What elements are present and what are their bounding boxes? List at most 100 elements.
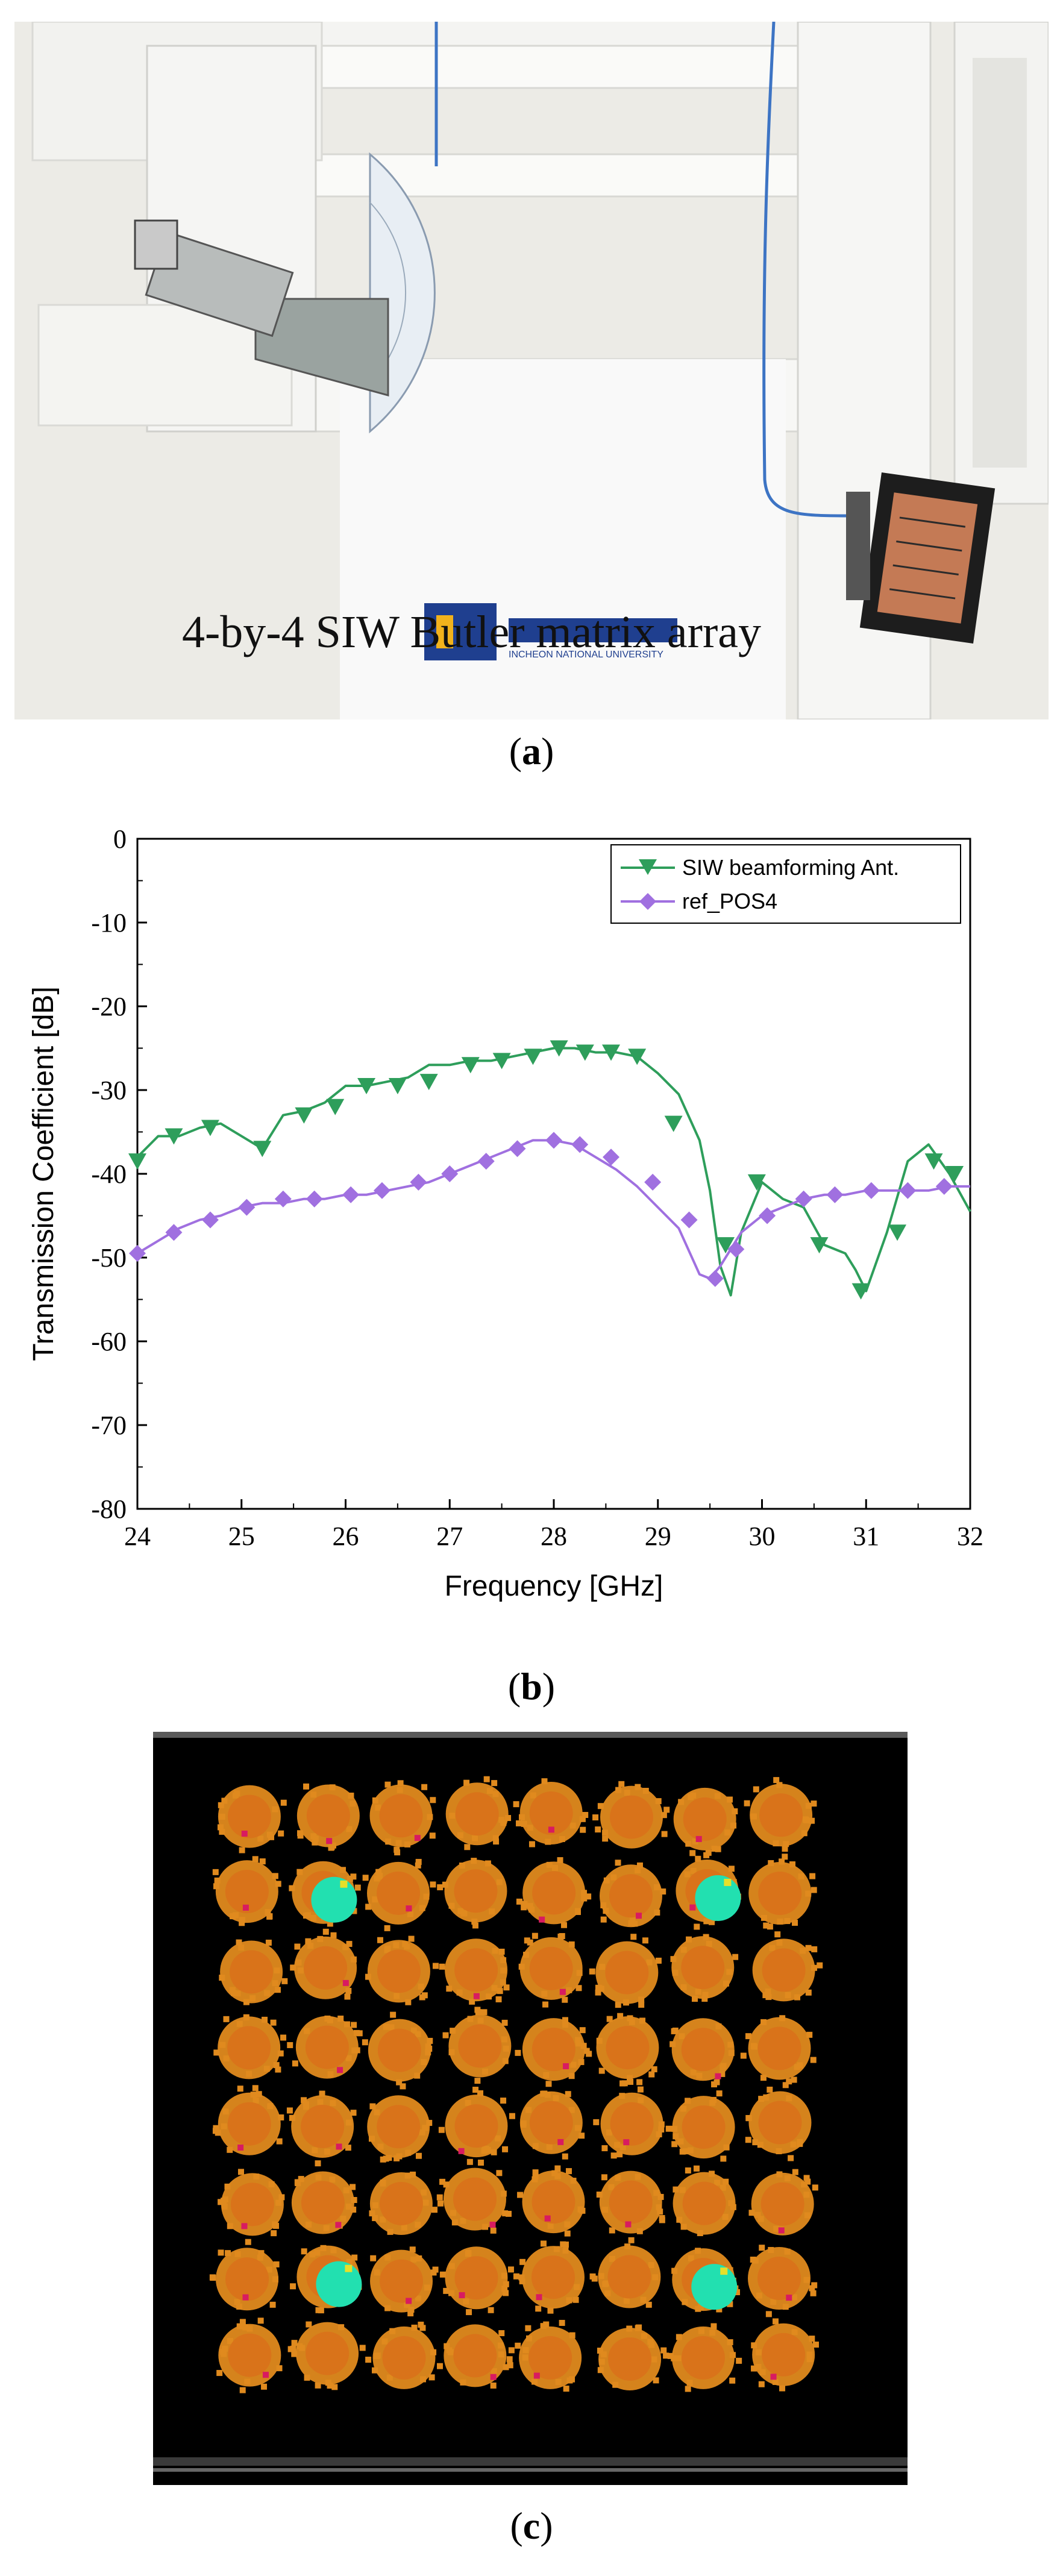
radiation-spot <box>436 2160 512 2234</box>
radiation-spot <box>671 2248 741 2313</box>
series-marker-ref <box>795 1190 812 1208</box>
x-tick-label: 27 <box>436 1521 463 1551</box>
radiation-spot <box>513 2240 585 2314</box>
radiation-spot <box>596 2170 665 2234</box>
radiation-spot <box>217 1785 287 1854</box>
radiation-spot <box>367 2095 433 2163</box>
series-marker-ref <box>477 1153 495 1170</box>
series-marker-ref <box>201 1211 219 1229</box>
series-marker-ref <box>862 1182 880 1199</box>
radiation-spot <box>669 2018 735 2088</box>
radiation-spot <box>673 1787 738 1857</box>
radiation-spot <box>515 2319 582 2392</box>
legend-box <box>610 844 961 924</box>
series-marker-ref <box>545 1132 562 1149</box>
legend-label-ref: ref_POS4 <box>682 889 777 914</box>
radiation-spot <box>216 2317 283 2393</box>
series-marker-siw <box>165 1128 183 1145</box>
radiation-spot <box>444 2324 515 2389</box>
radiation-spot <box>596 2013 659 2087</box>
radiation-spot <box>212 2085 284 2155</box>
series-marker-ref <box>644 1173 662 1191</box>
radiation-spot <box>362 2011 433 2090</box>
peak-spot <box>695 1875 741 1921</box>
series-group <box>128 1040 971 1300</box>
legend-marker-ref <box>639 893 656 910</box>
y-tick-label: -70 <box>91 1411 127 1440</box>
radiation-spot <box>663 2323 742 2392</box>
radiation-spot <box>218 2169 285 2237</box>
series-marker-ref <box>759 1207 776 1224</box>
radiation-spot <box>365 2321 443 2389</box>
radiation-spot <box>744 1777 817 1852</box>
measurement-setup-photo: INCHEON NATIONAL UNIVERSITY 4-by-4 SIW B… <box>14 22 1049 719</box>
transmission-chart: 24 25 26 27 28 29 30 31 32 0 -10 -20 -30 -40 -50 -60 -70… <box>0 807 1063 1663</box>
caption-a: (a) <box>509 730 554 772</box>
y-tick-label: -30 <box>91 1076 127 1105</box>
peak-spot <box>311 1876 357 1923</box>
chart-canvas: 24 25 26 27 28 29 30 31 32 0 -10 -20 -30 -40 -50 -60 -70… <box>28 824 983 1602</box>
series-marker-ref <box>603 1149 620 1166</box>
radiation-spot <box>589 2237 661 2308</box>
x-tick-label: 30 <box>749 1521 776 1551</box>
x-tick-label: 29 <box>645 1521 671 1551</box>
radiation-spot <box>517 2165 586 2237</box>
series-marker-ref <box>727 1241 745 1258</box>
series-marker-siw <box>388 1078 407 1095</box>
series-marker-siw <box>575 1044 594 1061</box>
radiation-spot <box>296 1783 360 1851</box>
peak-spot <box>316 2261 362 2307</box>
series-marker-siw <box>924 1153 943 1170</box>
series-marker-siw <box>419 1074 438 1091</box>
radiation-spot <box>597 2324 667 2390</box>
legend-label-siw: SIW beamforming Ant. <box>682 855 899 880</box>
y-tick-label: -40 <box>91 1159 127 1189</box>
plot-frame <box>136 838 971 1510</box>
series-marker-ref <box>706 1270 724 1287</box>
y-axis-title: Transmission Coefficient [dB] <box>28 986 60 1361</box>
y-tick-label: -10 <box>91 908 127 938</box>
series-marker-siw <box>524 1048 542 1065</box>
caption-a-letter: a <box>522 730 541 772</box>
radiation-spot <box>751 2318 819 2392</box>
series-marker-ref <box>373 1182 390 1199</box>
series-marker-ref <box>238 1199 256 1216</box>
series-marker-siw <box>945 1166 964 1182</box>
radiation-spot <box>673 2165 736 2236</box>
radiation-spot <box>370 2246 439 2317</box>
radiation-spot <box>589 1934 662 2008</box>
radiation-spot <box>752 1931 823 2002</box>
radiation-spot <box>513 1778 589 1847</box>
series-marker-siw <box>888 1224 907 1241</box>
radiation-spot <box>748 2169 818 2236</box>
radiation-heatmap <box>153 1732 908 2485</box>
radiation-spot <box>516 1857 592 1928</box>
peak-spot <box>691 2264 738 2310</box>
radiation-spot <box>291 2171 357 2234</box>
radiation-spot <box>437 1858 507 1929</box>
series-marker-ref <box>306 1190 323 1208</box>
series-marker-siw <box>492 1053 511 1070</box>
x-tick-label: 26 <box>333 1521 359 1551</box>
radiation-spot <box>212 1856 281 1926</box>
series-marker-siw <box>326 1098 345 1115</box>
radiation-spot <box>369 1780 436 1856</box>
legend-marker-siw <box>639 859 657 875</box>
series-marker-siw <box>295 1107 313 1124</box>
radiation-spot <box>518 1932 583 2008</box>
heatmap-spots <box>209 1776 823 2393</box>
radiation-spot <box>290 1928 357 2000</box>
series-marker-siw <box>664 1115 683 1132</box>
radiation-spot <box>748 1854 817 1930</box>
radiation-spot <box>290 2245 362 2314</box>
radiation-spot <box>593 2086 672 2159</box>
radiation-spot <box>209 2239 280 2311</box>
radiation-spot <box>676 1852 741 1930</box>
axis-ticks: 24 25 26 27 28 29 30 31 32 0 -10 -20 -30 -40 -50 -60 -70… <box>91 824 983 1551</box>
series-marker-siw <box>810 1237 829 1254</box>
y-tick-label: -20 <box>91 992 127 1021</box>
radiation-spot <box>287 2321 366 2390</box>
series-marker-ref <box>165 1224 183 1241</box>
caption-c: (c) <box>510 2504 553 2547</box>
radiation-spot <box>515 2017 592 2087</box>
